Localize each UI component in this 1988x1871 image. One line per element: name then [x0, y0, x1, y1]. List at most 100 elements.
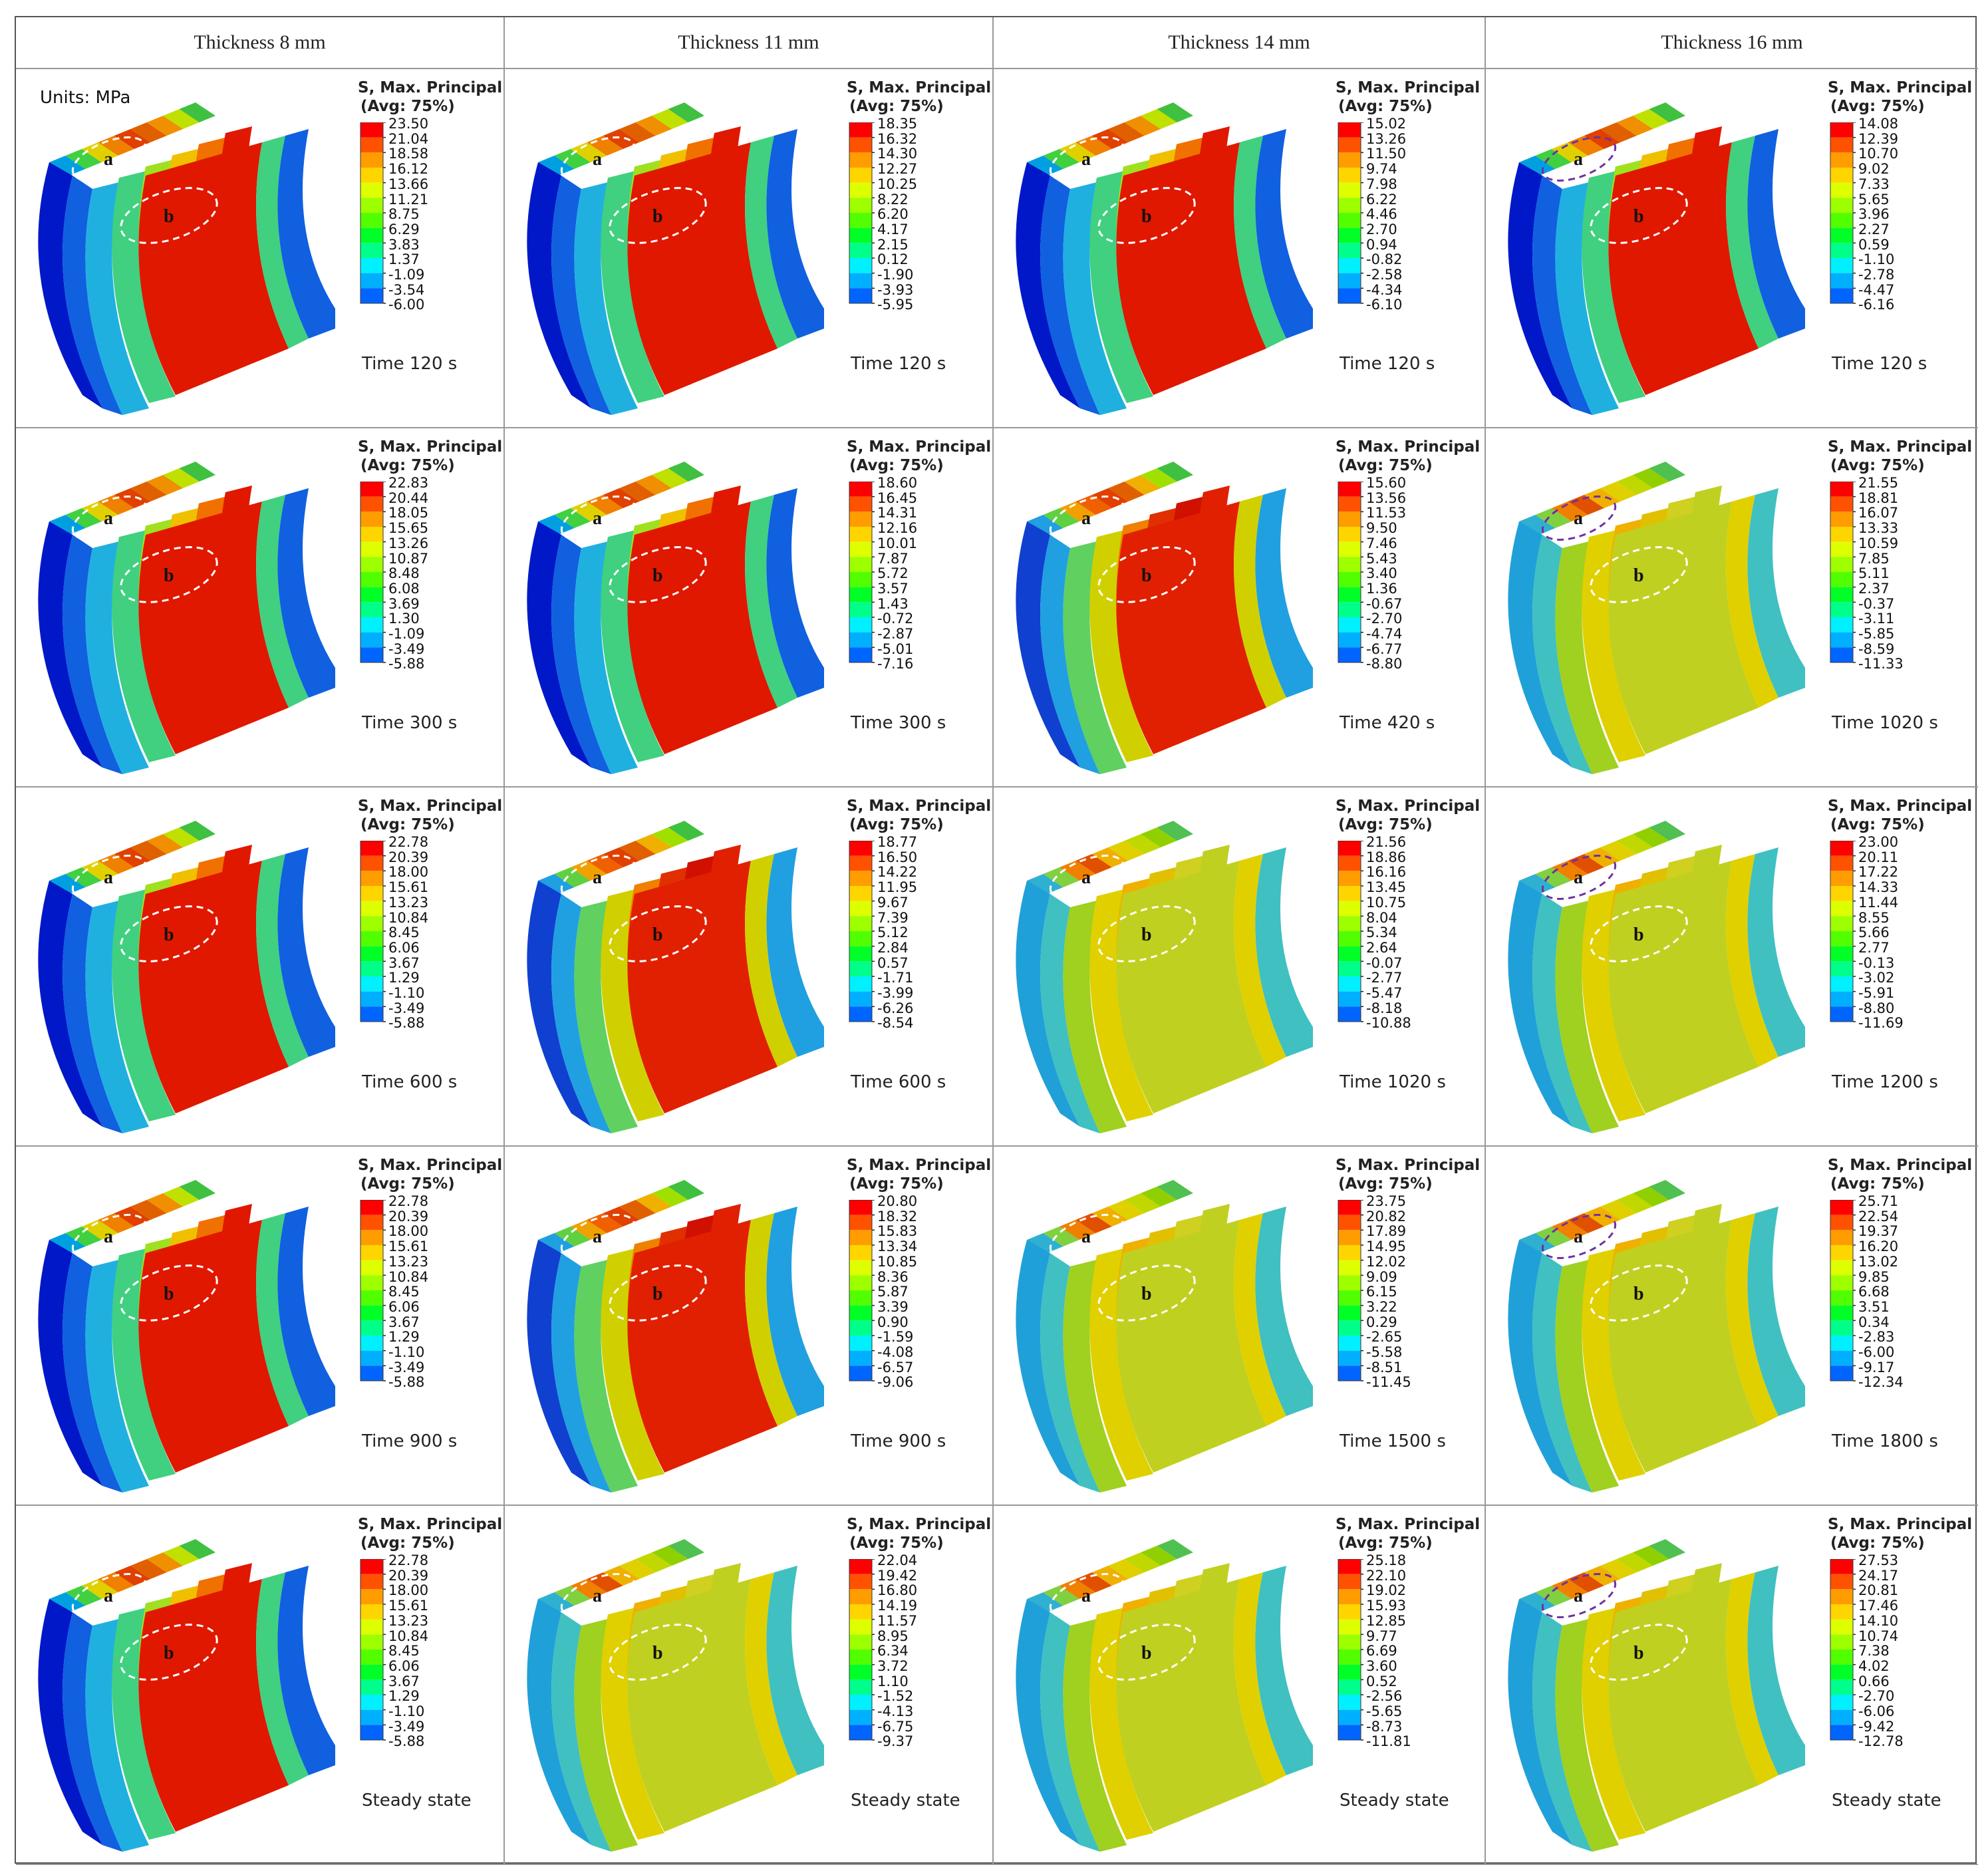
- legend-title-line1: S, Max. Principal: [1336, 438, 1481, 456]
- legend-swatch: [849, 1574, 872, 1590]
- legend-value: 20.11: [1858, 849, 1899, 865]
- region-label-a: a: [1081, 1586, 1091, 1606]
- legend-value: 23.50: [388, 116, 429, 132]
- legend-swatch: [849, 273, 872, 289]
- legend-value: -3.02: [1858, 970, 1895, 986]
- legend-swatch: [1338, 288, 1361, 303]
- legend-value: -6.10: [1366, 297, 1403, 313]
- legend-swatch: [360, 1230, 383, 1245]
- legend-title-line1: S, Max. Principal: [1336, 1157, 1481, 1174]
- legend-value: 12.39: [1858, 130, 1899, 147]
- legend-value: 27.53: [1858, 1552, 1899, 1568]
- stress-contour-tube: ab: [527, 821, 824, 1133]
- legend-swatch: [1338, 482, 1361, 497]
- legend-value: -7.16: [877, 656, 914, 672]
- legend-swatch: [1830, 243, 1853, 258]
- stress-contour-tube: ab: [1508, 1539, 1805, 1852]
- legend-value: 10.87: [388, 550, 429, 567]
- legend-swatch: [1830, 213, 1853, 228]
- region-label-a: a: [104, 1226, 113, 1247]
- legend-value: -8.73: [1366, 1718, 1403, 1735]
- legend-title-line1: S, Max. Principal: [358, 79, 503, 96]
- legend-swatch: [849, 1709, 872, 1725]
- legend-swatch: [360, 557, 383, 572]
- legend-swatch: [360, 1589, 383, 1604]
- legend-value: -5.95: [877, 297, 914, 313]
- legend-title-line2: (Avg: 75%): [360, 98, 455, 115]
- legend-color-bar: [849, 1200, 875, 1381]
- region-label-a: a: [1574, 508, 1583, 529]
- contour-plot-cell: a b S, Max. Principal (Avg: 75%) 22.78 20.39 1…: [16, 1506, 505, 1865]
- legend-value: 1.30: [388, 611, 420, 627]
- legend-swatch: [849, 482, 872, 497]
- legend-title-line2: (Avg: 75%): [1830, 98, 1925, 115]
- legend-value: -3.49: [388, 1000, 425, 1016]
- legend-value: -6.77: [1366, 641, 1403, 657]
- legend-value: 18.00: [388, 1582, 429, 1599]
- legend-value: 10.84: [388, 1268, 429, 1285]
- legend-swatch: [360, 137, 383, 153]
- legend-swatch: [360, 258, 383, 273]
- legend-value: -8.80: [1858, 1000, 1895, 1016]
- legend-swatch: [849, 931, 872, 946]
- legend-swatch: [849, 1650, 872, 1665]
- legend-values: 18.60 16.45 14.31 12.16 10.01 7.87 5.72 3.57 1.4…: [877, 476, 917, 672]
- legend-value: 0.94: [1366, 236, 1397, 253]
- legend-title: S, Max. Principal (Avg: 75%): [358, 1515, 502, 1552]
- legend-swatch: [1338, 991, 1361, 1007]
- legend-swatch: [360, 1664, 383, 1680]
- time-label: Time 1020 s: [1340, 1072, 1446, 1092]
- legend-title-line1: S, Max. Principal: [1828, 1157, 1973, 1174]
- legend-swatch: [1338, 137, 1361, 153]
- region-label-a: a: [1081, 1226, 1091, 1247]
- legend-swatch: [1338, 258, 1361, 273]
- units-label: Units: MPa: [40, 88, 131, 108]
- legend-values: 20.80 18.32 15.83 13.34 10.85 8.36 5.87 3.39 0.9…: [877, 1194, 917, 1390]
- legend-value: 0.34: [1858, 1314, 1890, 1330]
- legend-value: 20.80: [877, 1193, 918, 1209]
- legend-value: -0.82: [1366, 251, 1403, 268]
- legend-title-line1: S, Max. Principal: [847, 1516, 992, 1533]
- legend-value: -0.13: [1858, 954, 1895, 971]
- legend-value: 2.37: [1858, 580, 1890, 597]
- legend-swatch: [849, 886, 872, 901]
- legend-value: 3.67: [388, 1673, 420, 1689]
- region-label-a: a: [593, 149, 602, 170]
- legend-swatch: [1830, 976, 1853, 992]
- legend-values: 27.53 24.17 20.81 17.46 14.10 10.74 7.38 4.02 0.…: [1858, 1553, 1904, 1749]
- legend-value: 5.65: [1858, 191, 1890, 208]
- legend-value: 13.33: [1858, 520, 1899, 537]
- legend-swatch: [360, 1574, 383, 1590]
- legend-value: 6.68: [1858, 1284, 1890, 1300]
- region-label-b: b: [652, 1643, 663, 1663]
- column-header: Thickness 14 mm: [994, 17, 1486, 69]
- legend-swatch: [1830, 1230, 1853, 1245]
- legend-value: -1.10: [1858, 251, 1895, 268]
- stress-contour-tube: ab: [527, 462, 824, 774]
- legend-swatch: [360, 1366, 383, 1381]
- legend-values: 22.04 19.42 16.80 14.19 11.57 8.95 6.34 3.72 1.1…: [877, 1553, 917, 1749]
- legend-swatch: [849, 1260, 872, 1276]
- legend-swatch: [360, 632, 383, 648]
- region-label-a: a: [1574, 149, 1583, 170]
- legend-swatch: [849, 1350, 872, 1366]
- legend-title-line2: (Avg: 75%): [360, 457, 455, 474]
- legend-value: 15.60: [1366, 475, 1407, 491]
- legend-swatch: [1830, 587, 1853, 603]
- legend-value: 8.45: [388, 1643, 420, 1659]
- legend-title: S, Max. Principal (Avg: 75%): [358, 438, 502, 475]
- legend-swatch: [360, 1006, 383, 1022]
- legend-swatch: [1338, 617, 1361, 633]
- legend-swatch: [1338, 541, 1361, 557]
- legend-value: -3.99: [877, 985, 914, 1002]
- legend-swatch: [1830, 1320, 1853, 1336]
- region-label-b: b: [652, 206, 663, 227]
- legend-value: 11.95: [877, 879, 918, 896]
- legend-value: 14.95: [1366, 1238, 1407, 1255]
- legend-swatch: [849, 182, 872, 198]
- legend-value: 16.07: [1858, 505, 1899, 521]
- region-label-a: a: [104, 1586, 113, 1606]
- contour-plot-cell: a b S, Max. Principal (Avg: 75%) 14.08 12.39 1…: [1486, 69, 1978, 428]
- region-label-b: b: [164, 1643, 174, 1663]
- legend-value: -3.49: [388, 1718, 425, 1735]
